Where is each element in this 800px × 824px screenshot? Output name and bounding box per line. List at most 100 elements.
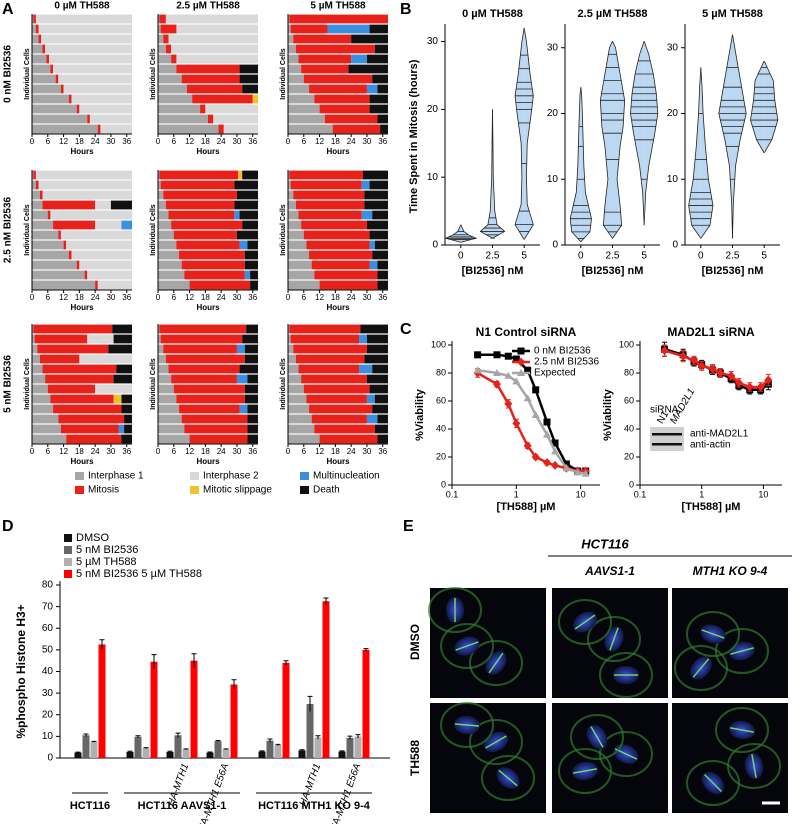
phase-segment (374, 240, 388, 250)
bar (230, 684, 238, 758)
y-tick-label: 100 (431, 339, 446, 349)
x-tick-label: 24 (91, 293, 100, 302)
phase-segment (301, 374, 367, 384)
legend-label: 5 µM TH588 (76, 556, 137, 568)
phase-segment (181, 74, 240, 84)
x-axis-label: Hours (70, 147, 94, 156)
phase-segment (288, 124, 333, 134)
spindle (609, 627, 619, 651)
phase-segment (110, 200, 132, 210)
panel-label: C (400, 321, 412, 338)
phase-segment (32, 230, 59, 240)
marker (551, 460, 560, 470)
bar (298, 750, 306, 758)
phase-segment (159, 324, 247, 334)
phase-segment (58, 230, 61, 240)
phase-segment (288, 190, 294, 200)
x-tick-label: 0 (156, 137, 161, 146)
phase-segment (366, 334, 388, 344)
phase-segment (359, 364, 373, 374)
phase-segment (244, 250, 258, 260)
y-tick-label: 10 (42, 731, 54, 742)
phase-segment (366, 54, 388, 64)
phase-segment (95, 220, 122, 230)
phase-segment (158, 404, 180, 414)
x-tick-label: 24 (217, 293, 226, 302)
phase-segment (181, 414, 248, 424)
x-tick-label: 24 (347, 293, 356, 302)
marker (551, 439, 559, 447)
bar (174, 735, 182, 758)
phase-segment (171, 44, 258, 54)
phase-segment (118, 424, 125, 434)
bar (274, 745, 282, 758)
phase-segment (158, 74, 182, 84)
x-tick-label: 24 (217, 447, 226, 456)
bar (190, 660, 198, 758)
phase-segment (32, 180, 36, 190)
violin-half (700, 67, 714, 239)
phase-segment (298, 210, 362, 220)
phase-segment (244, 384, 258, 394)
phase-segment (116, 364, 132, 374)
phase-segment (306, 394, 367, 404)
y-tick-label: 0 (552, 240, 558, 251)
error-bar (275, 743, 281, 746)
violin-half (569, 87, 582, 242)
violin-half (732, 34, 747, 239)
phase-segment (158, 434, 190, 444)
phase-segment (327, 24, 370, 34)
phase-segment (369, 104, 388, 114)
phase-segment (288, 74, 304, 84)
phase-segment (71, 250, 132, 260)
phase-segment (288, 200, 296, 210)
phase-segment (158, 270, 185, 280)
x-tick-label: 18 (331, 447, 340, 456)
y-tick-label: 20 (547, 108, 559, 119)
marker (524, 366, 532, 374)
marker (745, 382, 754, 392)
phase-segment (239, 404, 248, 414)
phase-segment (32, 384, 48, 394)
phase-segment (319, 280, 378, 290)
phase-segment (158, 384, 174, 394)
y-tick-label: 20 (624, 451, 634, 461)
marker (756, 382, 765, 392)
cell-outline (686, 611, 740, 657)
violin-half (479, 109, 493, 239)
phase-segment (288, 404, 310, 414)
phase-segment (314, 424, 375, 434)
phase-segment (314, 270, 378, 280)
x-tick-label: 6 (172, 293, 177, 302)
phase-segment (53, 404, 122, 414)
marker (492, 379, 501, 389)
phase-segment (288, 44, 296, 54)
y-tick-label: 40 (624, 423, 634, 433)
phase-segment (79, 260, 132, 270)
error-bar (175, 732, 181, 738)
error-bar (323, 597, 329, 605)
x-tick-label: 24 (91, 137, 100, 146)
x-tick-label: 30 (232, 447, 241, 456)
phase-segment (121, 394, 132, 404)
marker (679, 351, 688, 361)
marker (512, 377, 521, 385)
micrographs (428, 587, 788, 813)
phase-segment (32, 414, 59, 424)
violin-half (718, 34, 733, 239)
phase-segment (39, 190, 43, 200)
phase-segment (242, 84, 258, 94)
x-tick-label: 18 (75, 293, 84, 302)
legend-swatch (64, 546, 72, 554)
phase-segment (50, 394, 114, 404)
phase-segment (33, 170, 36, 180)
phase-segment (32, 374, 46, 384)
x-tick-label: 0 (458, 251, 464, 262)
phase-segment (87, 334, 114, 344)
phase-segment (369, 260, 378, 270)
phase-segment (158, 240, 177, 250)
phase-segment (68, 250, 72, 260)
phase-segment (42, 44, 46, 54)
phase-segment (189, 434, 248, 444)
x-tick-label: 0.1 (634, 489, 647, 499)
